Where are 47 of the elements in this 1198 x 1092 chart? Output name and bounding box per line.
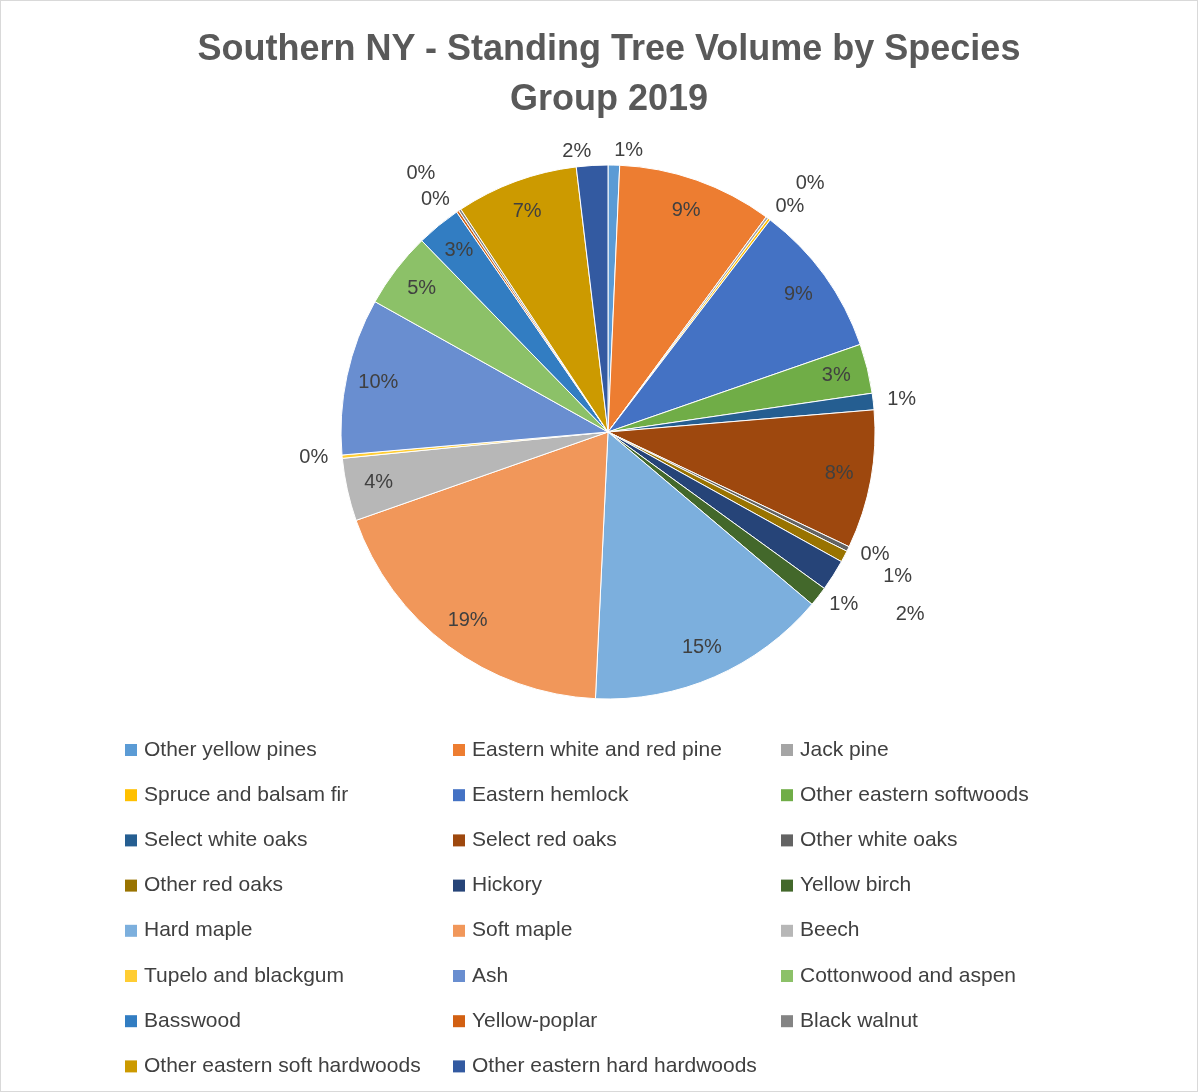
legend-label: Other eastern soft hardwoods (144, 1052, 421, 1076)
legend-label: Cottonwood and aspen (800, 962, 1016, 986)
data-label: 4% (364, 470, 394, 493)
data-label: 0% (795, 171, 825, 194)
legend-label: Jack pine (800, 736, 889, 760)
legend-label: Eastern hemlock (472, 781, 629, 805)
data-label: 1% (887, 387, 917, 410)
legend-label: Hickory (472, 872, 543, 896)
data-label: 0% (775, 193, 805, 216)
data-label: 0% (860, 542, 890, 565)
data-label: 3% (821, 363, 851, 386)
data-label: 9% (783, 281, 814, 304)
data-label: 8% (824, 461, 854, 484)
legend-label: Ash (472, 962, 509, 986)
data-label: 0% (299, 445, 329, 468)
data-label: 1% (614, 138, 644, 161)
legend-label: Other white oaks (800, 826, 958, 850)
data-label: 15% (681, 634, 723, 657)
legend-label: Other yellow pines (144, 736, 317, 760)
legend-label: Tupelo and blackgum (144, 962, 345, 986)
data-label: 5% (407, 276, 437, 299)
legend-label: Other eastern hard hardwoods (472, 1052, 757, 1076)
data-label: 1% (829, 592, 859, 615)
legend-label: Soft maple (472, 917, 573, 941)
legend-label: Other red oaks (144, 872, 283, 896)
data-label: 10% (358, 369, 399, 392)
legend-label: Yellow birch (800, 872, 912, 896)
legend-label: Other eastern softwoods (800, 781, 1029, 805)
data-label: 2% (895, 602, 925, 625)
data-label: 7% (512, 198, 542, 221)
legend-label: Black walnut (800, 1007, 919, 1031)
data-label: 19% (447, 607, 488, 630)
data-label: 0% (420, 187, 451, 210)
legend-label: Eastern white and red pine (472, 736, 722, 760)
legend-label: Beech (800, 917, 860, 941)
data-label: 1% (883, 564, 913, 587)
legend-label: Select red oaks (472, 826, 617, 850)
legend-label: Yellow-poplar (472, 1007, 598, 1031)
legend-label: Select white oaks (144, 826, 308, 850)
legend-label: Basswood (144, 1007, 241, 1031)
data-label: 2% (562, 138, 592, 161)
data-label: 0% (406, 160, 436, 183)
data-label: 9% (671, 197, 701, 220)
legend-label: Hard maple (144, 917, 253, 941)
legend-label: Spruce and balsam fir (144, 781, 349, 805)
data-label: 3% (444, 237, 474, 260)
chart-title: Southern NY - Standing Tree Volume by Species Group 2019 (197, 27, 1021, 118)
